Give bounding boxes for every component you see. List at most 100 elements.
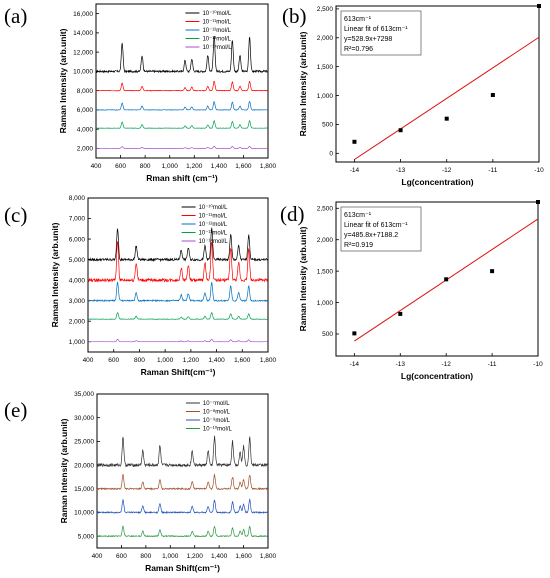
- y-tick-label-b: 500: [322, 122, 333, 129]
- x-tick-label-c: 400: [83, 357, 94, 364]
- x-tick-label-a: 800: [140, 163, 151, 170]
- y-tick-label-c: 5,000: [69, 257, 86, 264]
- x-tick-label-c: 1,600: [234, 357, 251, 364]
- legend-entry-c: 10⁻¹²mol/L: [199, 222, 228, 228]
- y-axis-label-b: Raman Intensity (arb.unit): [298, 31, 308, 136]
- x-tick-label-b: -12: [442, 167, 452, 174]
- series-line-c: [87, 227, 268, 263]
- data-point-b: [398, 128, 403, 133]
- y-tick-label-b: 0: [329, 151, 333, 158]
- data-point-b: [490, 92, 495, 97]
- x-tick-label-c: 600: [108, 357, 119, 364]
- series-line-c: [87, 241, 269, 283]
- y-tick-label-e: 35,000: [74, 391, 94, 398]
- legend-entry-a: 10⁻¹¹mol/L: [202, 20, 231, 26]
- y-tick-label-c: 8,000: [69, 195, 86, 202]
- y-tick-label-c: 2,000: [69, 318, 86, 325]
- panel-label-b: (b): [282, 4, 307, 28]
- annotation-line-b: Linear fit of 613cm⁻¹: [344, 26, 408, 33]
- y-tick-label-e: 15,000: [74, 486, 94, 493]
- x-tick-label-e: 800: [140, 553, 151, 560]
- x-tick-label-c: 1,400: [208, 357, 225, 364]
- plot-frame-b: [335, 5, 540, 163]
- x-tick-label-d: -10: [533, 361, 543, 368]
- series-line-a: [95, 119, 268, 129]
- series-line-a: [96, 145, 268, 149]
- legend-entry-c: 10⁻¹³mol/L: [199, 231, 228, 237]
- y-tick-label-e: 5,000: [78, 533, 95, 540]
- x-tick-label-a: 1,800: [260, 163, 277, 170]
- panel-label-c: (c): [4, 203, 28, 227]
- annotation-line-b: R²=0.796: [344, 46, 373, 53]
- y-tick-label-d: 500: [322, 331, 333, 338]
- y-tick-label-a: 4,000: [77, 126, 94, 133]
- series-line-c: [87, 311, 268, 320]
- legend-entry-c: 10⁻¹⁴mol/L: [199, 238, 229, 245]
- data-point-b: [444, 116, 449, 121]
- series-line-e: [96, 435, 269, 468]
- data-point-b: [352, 139, 357, 144]
- y-tick-label-d: 1,500: [317, 268, 334, 275]
- y-tick-label-b: 2,500: [317, 6, 334, 13]
- plot-frame-d: [335, 201, 539, 357]
- y-tick-label-b: 1,000: [317, 93, 334, 100]
- x-tick-label-e: 1,400: [211, 553, 228, 560]
- x-tick-label-b: -13: [396, 167, 406, 174]
- x-tick-label-e: 600: [116, 553, 127, 560]
- annotation-box-b: [340, 10, 422, 56]
- x-tick-label-e: 1,000: [162, 553, 179, 560]
- series-line-e: [96, 498, 269, 515]
- x-tick-label-e: 1,800: [260, 553, 277, 560]
- y-tick-label-b: 2,000: [317, 35, 334, 42]
- annotation-line-d: R²=0.919: [344, 242, 373, 249]
- x-tick-label-c: 1,200: [183, 357, 200, 364]
- x-tick-label-a: 1,000: [162, 163, 179, 170]
- y-tick-label-a: 12,000: [73, 49, 93, 56]
- fit-line-b: [354, 36, 540, 160]
- y-tick-label-a: 2,000: [77, 146, 94, 153]
- y-tick-label-a: 16,000: [73, 11, 93, 18]
- annotation-line-d: Linear fit of 613cm⁻¹: [344, 222, 408, 229]
- y-tick-label-a: 6,000: [77, 107, 94, 114]
- series-line-a: [95, 101, 268, 111]
- data-point-d: [536, 200, 540, 204]
- legend-entry-a: 10⁻¹²mol/L: [202, 28, 231, 34]
- legend-entry-a: 10⁻¹⁰mol/L: [202, 10, 232, 17]
- legend-entry-c: 10⁻¹¹mol/L: [199, 214, 228, 220]
- legend-entry-e: 10⁻⁸mol/L: [203, 409, 231, 416]
- legend-entry-a: 10⁻¹⁴mol/L: [202, 44, 232, 51]
- x-axis-label-d: Lg(concentration): [401, 371, 473, 381]
- annotation-line-d: y=485.8x+7188.2: [344, 232, 398, 239]
- y-tick-label-a: 10,000: [73, 69, 93, 76]
- x-axis-label-c: Raman Shift(cm⁻¹): [141, 367, 216, 377]
- annotation-line-b: 613cm⁻¹: [344, 16, 372, 23]
- plot-frame-a: [95, 3, 269, 159]
- y-tick-label-b: 1,500: [317, 64, 334, 71]
- x-tick-label-e: 400: [92, 553, 103, 560]
- panel-label-a: (a): [4, 4, 28, 28]
- y-tick-label-a: 8,000: [77, 88, 94, 95]
- x-axis-label-a: Rman shift (cm⁻¹): [146, 173, 218, 183]
- data-point-b: [537, 4, 541, 8]
- y-axis-label-e: Raman Intensity (arb.unit): [59, 418, 69, 523]
- legend-entry-e: 10⁻⁹mol/L: [203, 417, 231, 424]
- x-tick-label-e: 1,200: [187, 553, 204, 560]
- y-axis-label-d: Raman Intensity (arb.unit): [298, 226, 308, 331]
- x-tick-label-b: -11: [488, 167, 497, 174]
- y-axis-label-c: Raman Intensity (arb.unit): [50, 222, 60, 327]
- x-tick-label-a: 400: [91, 163, 102, 170]
- series-line-c: [87, 281, 268, 303]
- x-axis-label-e: Raman Shift(cm⁻¹): [145, 563, 220, 573]
- series-line-a: [96, 36, 269, 74]
- y-tick-label-c: 7,000: [69, 216, 86, 223]
- x-tick-label-d: -12: [441, 361, 451, 368]
- x-tick-label-e: 1,600: [235, 553, 252, 560]
- legend-entry-c: 10⁻¹⁰mol/L: [199, 204, 229, 211]
- data-point-d: [490, 269, 495, 274]
- x-axis-label-b: Lg(concentration): [401, 177, 473, 187]
- annotation-line-b: y=528.9x+7298: [344, 36, 392, 43]
- x-tick-label-b: -10: [534, 167, 544, 174]
- y-tick-label-e: 20,000: [74, 462, 94, 469]
- x-tick-label-d: -11: [488, 361, 497, 368]
- data-point-d: [352, 331, 357, 336]
